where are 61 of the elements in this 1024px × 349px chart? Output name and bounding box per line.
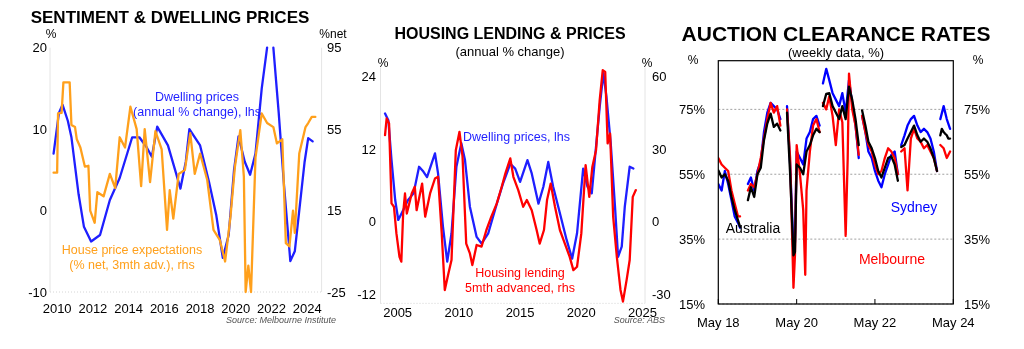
y-tick-label: 20 [32, 40, 47, 56]
y-tick-label: 0 [368, 214, 376, 230]
y-tick-label: 75% [678, 101, 706, 117]
y2-tick-label: 0 [652, 214, 660, 230]
y-tick-label: -12 [357, 286, 376, 302]
series-label: House price expectations (% net, 3mth adv.), rhs [61, 243, 203, 272]
chart-title: AUCTION CLEARANCE RATES [681, 22, 991, 45]
y-tick-label: 35% [678, 231, 706, 247]
x-tick-label: 2010 [444, 305, 474, 320]
chart-title: HOUSING LENDING & PRICES [394, 25, 626, 42]
y-tick-label: 55% [678, 166, 706, 182]
series-label: Dwelling prices, lhs [463, 130, 570, 144]
y-tick-label: 12 [361, 141, 376, 157]
y-tick-label: 10 [32, 121, 47, 137]
series-label: Melbourne [858, 251, 926, 267]
x-tick-label: 2016 [149, 301, 179, 316]
series-label: Australia [725, 220, 781, 236]
y-tick-label: 15% [678, 296, 706, 312]
y2-tick-label: 15% [964, 296, 991, 312]
x-tick-label: 2012 [78, 301, 108, 316]
y2-tick-label: 35% [964, 231, 991, 247]
y2-tick-label: 75% [964, 101, 991, 117]
line-series [383, 71, 635, 263]
y-axis-title: % [377, 56, 389, 70]
y2-tick-label: 60 [652, 69, 667, 85]
y-tick-label: -10 [28, 284, 47, 300]
y-tick-label: 0 [39, 203, 47, 219]
x-tick-label: 2014 [114, 301, 144, 316]
y2-axis-title: % [641, 56, 653, 70]
x-tick-label: 2005 [383, 305, 413, 320]
chart-subtitle: (annual % change) [455, 44, 565, 59]
y2-tick-label: 55% [964, 166, 991, 182]
y2-axis-title: % [972, 53, 984, 67]
x-tick-label: 2020 [221, 301, 251, 316]
line-series [52, 81, 317, 294]
x-tick-label: 2020 [566, 305, 596, 320]
x-tick-label: 2010 [42, 301, 72, 316]
series-label: Sydney [890, 199, 938, 215]
series-label: Housing lending 5mth advanced, rhs [465, 266, 575, 295]
x-tick-label: 2015 [505, 305, 535, 320]
y2-tick-label: -30 [652, 286, 671, 302]
chart-title: SENTIMENT & DWELLING PRICES [30, 8, 310, 27]
y-axis-title: % [687, 53, 699, 67]
x-tick-label: May 22 [853, 315, 897, 330]
x-tick-label: May 20 [775, 315, 818, 330]
x-tick-label: 2024 [292, 301, 322, 316]
line-series [383, 68, 637, 303]
x-tick-label: 2018 [185, 301, 215, 316]
y2-tick-label: 15 [327, 203, 342, 219]
chart-subtitle: (weekly data, %) [787, 45, 885, 60]
y-tick-label: 24 [361, 69, 376, 85]
y-axis-title: % [45, 27, 57, 41]
y2-tick-label: 95 [327, 40, 342, 56]
y2-tick-label: 30 [652, 141, 667, 157]
x-tick-label: May 18 [696, 315, 740, 330]
y2-tick-label: 55 [327, 121, 342, 137]
y2-axis-title: %net [319, 27, 348, 41]
x-tick-label: May 24 [931, 315, 975, 330]
y2-tick-label: -25 [327, 284, 346, 300]
source-note: Source: Melbourne Institute [225, 315, 336, 325]
x-tick-label: 2022 [257, 301, 287, 316]
